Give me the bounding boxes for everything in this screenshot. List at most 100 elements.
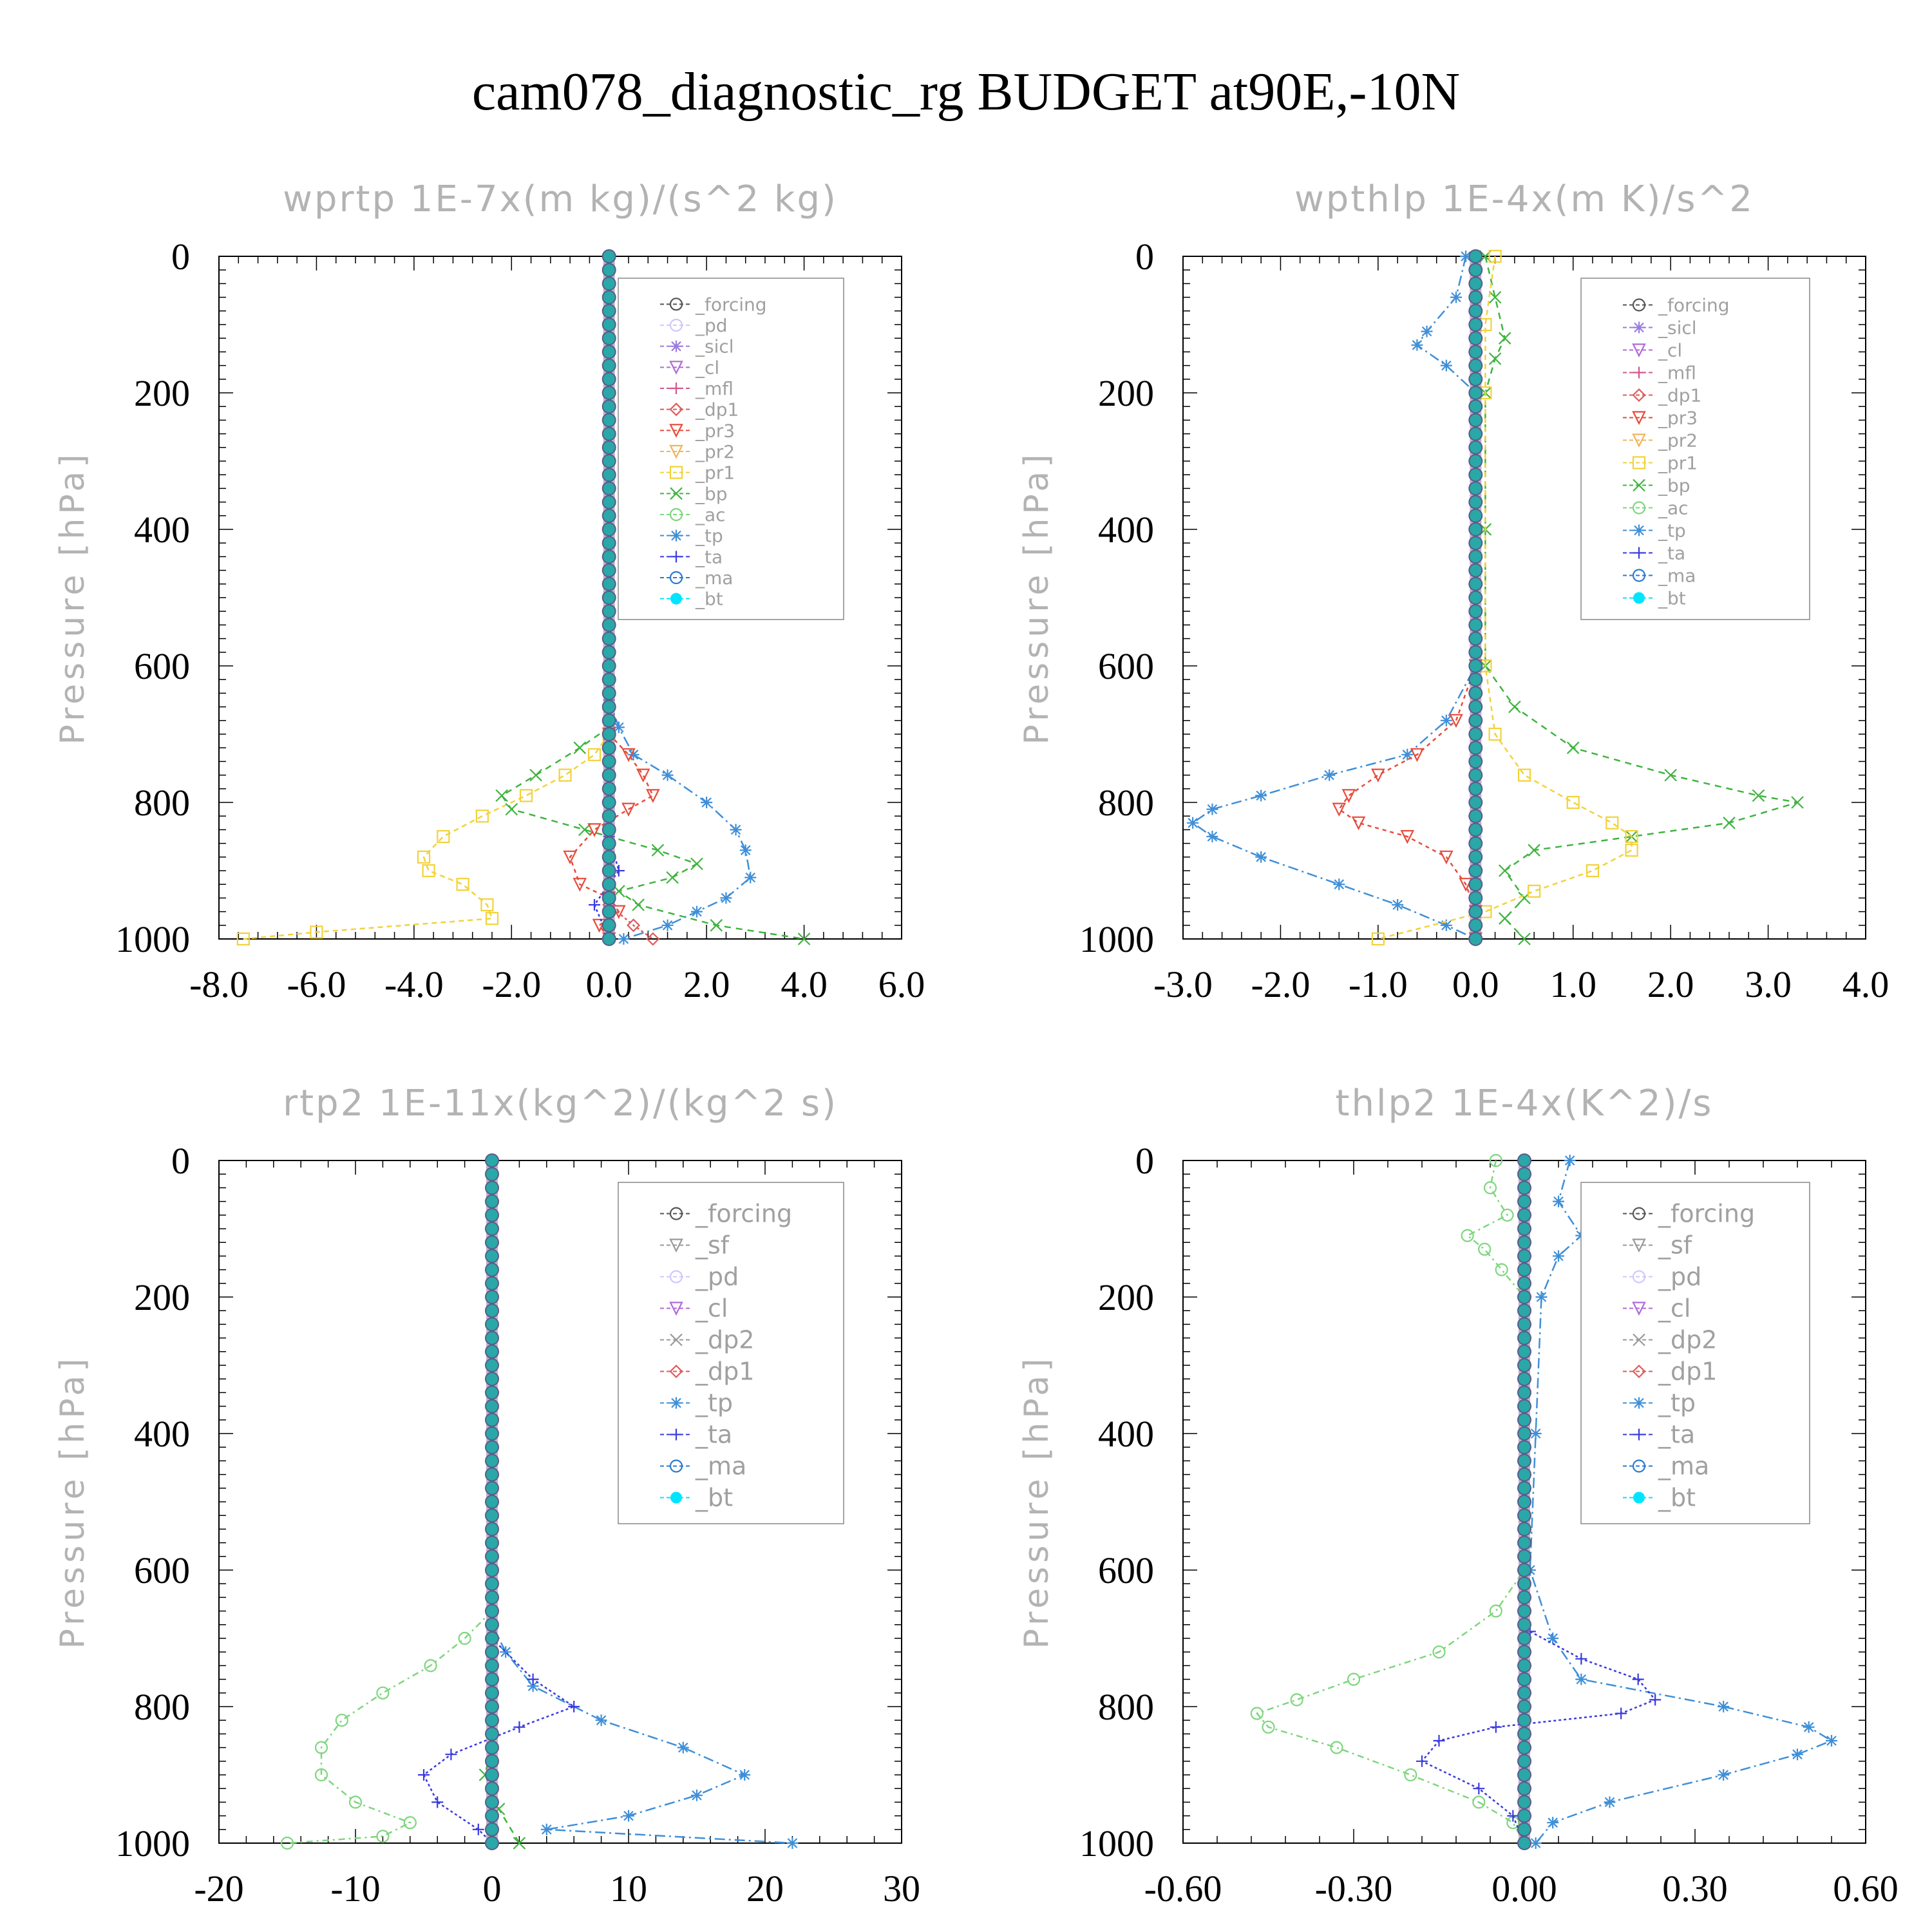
- data-point: [1401, 748, 1414, 761]
- bt-point: [1468, 809, 1483, 824]
- bt-point: [485, 1781, 499, 1796]
- bt-point: [1517, 1795, 1531, 1810]
- data-point: [623, 1810, 634, 1822]
- bt-point: [601, 618, 616, 632]
- data-point: [540, 1823, 553, 1835]
- legend-marker: [1632, 1364, 1646, 1379]
- bt-point: [1468, 508, 1483, 523]
- bt-point: [485, 1235, 499, 1250]
- series-bp: [495, 721, 811, 945]
- bt-point: [1468, 276, 1483, 291]
- bt-point: [1468, 413, 1483, 428]
- bt-point: [485, 1262, 499, 1277]
- legend-marker: [670, 340, 682, 352]
- series-forcing: [1468, 249, 1483, 946]
- data-point: [1586, 864, 1600, 878]
- data-point: [1330, 1741, 1343, 1754]
- data-point: [720, 892, 732, 904]
- legend-label: _pd: [695, 1263, 739, 1291]
- legend-item: _ma: [1623, 1452, 1709, 1481]
- bt-point: [601, 891, 616, 905]
- bt-point: [1517, 1822, 1531, 1837]
- data-point: [1498, 332, 1511, 345]
- data-point: [1553, 1195, 1564, 1208]
- legend-marker: [1633, 1428, 1645, 1441]
- bt-point: [601, 713, 616, 728]
- bt-point: [485, 1590, 499, 1605]
- bt-point: [1517, 1685, 1531, 1700]
- legend-item: _ac: [1623, 498, 1689, 519]
- data-point: [1440, 919, 1452, 931]
- bt-point: [485, 1549, 499, 1564]
- data-point: [500, 1646, 512, 1658]
- legend-marker: [1632, 298, 1646, 312]
- series-ta: [1416, 1625, 1662, 1849]
- legend-item: _pd: [660, 1263, 739, 1291]
- bt-point: [1517, 1385, 1531, 1400]
- data-point: [458, 1631, 471, 1645]
- legend-marker: [1632, 433, 1646, 448]
- legend-item: _tp: [660, 1389, 733, 1417]
- data-point: [314, 1741, 328, 1754]
- bt-point: [485, 1358, 499, 1372]
- legend-item: _ta: [1623, 543, 1685, 564]
- data-point: [280, 1836, 294, 1850]
- bt-point: [1468, 263, 1483, 278]
- data-point: [445, 1748, 457, 1761]
- data-point: [1605, 816, 1619, 829]
- bt-point: [601, 249, 616, 263]
- bt-point: [485, 1522, 499, 1537]
- bt-point: [485, 1740, 499, 1755]
- bt-point: [601, 836, 616, 851]
- x-tick-label: -10: [330, 1868, 380, 1909]
- figure-title: cam078_diagnostic_rg BUDGET at90E,-10N: [472, 62, 1460, 122]
- data-point: [310, 925, 323, 939]
- legend-marker: [669, 298, 683, 311]
- bt-point: [1517, 1549, 1531, 1564]
- bt-point: [1517, 1317, 1531, 1332]
- legend-label: _ma: [695, 567, 733, 589]
- bt-point: [485, 1672, 499, 1687]
- minor-ticks: [218, 1160, 902, 1844]
- data-point: [236, 932, 250, 946]
- legend-marker: [670, 592, 682, 605]
- bt-point: [601, 440, 616, 455]
- bt-point: [1517, 1249, 1531, 1264]
- legend-item: _pd: [660, 315, 728, 336]
- data-point: [376, 1686, 390, 1700]
- bt-point: [1517, 1467, 1531, 1482]
- legend-label: _tp: [695, 526, 723, 547]
- data-point: [418, 1769, 430, 1781]
- bt-point: [485, 1713, 499, 1728]
- data-point: [1489, 1604, 1502, 1618]
- bt-point: [1468, 781, 1483, 796]
- data-point: [563, 850, 577, 865]
- bt-point: [1517, 1440, 1531, 1455]
- bt-point: [601, 481, 616, 496]
- legend-item: _ma: [660, 1452, 746, 1481]
- legend-label: _ma: [1658, 1452, 1709, 1481]
- data-point: [1187, 817, 1199, 829]
- bt-point: [601, 536, 616, 551]
- series-line: [1255, 1160, 1526, 1844]
- y-tick-label: 0: [171, 1140, 190, 1182]
- data-point: [690, 857, 703, 871]
- legend-label: _ta: [695, 546, 723, 567]
- data-point: [1440, 359, 1452, 372]
- legend-label: _ac: [1658, 498, 1689, 519]
- legend-item: _pr3: [660, 420, 735, 441]
- legend-item: _ac: [660, 504, 726, 526]
- bt-point: [485, 1822, 499, 1837]
- data-point: [1478, 1242, 1492, 1256]
- data-point: [1262, 1720, 1275, 1734]
- bt-point: [1517, 1344, 1531, 1359]
- series-line: [500, 726, 804, 940]
- bt-point: [1517, 1727, 1531, 1741]
- bt-point: [601, 549, 616, 564]
- legend-label: _dp2: [695, 1326, 754, 1354]
- data-point: [1547, 1817, 1559, 1829]
- series-line: [243, 734, 610, 940]
- bt-point: [1517, 1358, 1531, 1372]
- legend-item: _bp: [1623, 475, 1690, 497]
- legend-item: _mfl: [660, 378, 734, 399]
